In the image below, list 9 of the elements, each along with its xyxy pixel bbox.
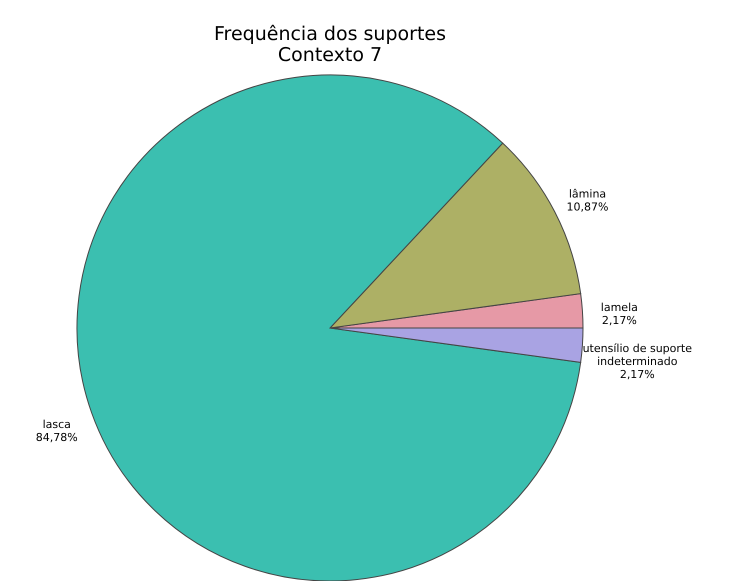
slice-label: lâmina	[568, 188, 606, 201]
data-label: 2,17%	[620, 368, 655, 381]
slice-label: utensílio de suporte indeterminado	[582, 342, 692, 368]
data-label: 10,87%	[566, 200, 608, 214]
slice-label: lamela	[600, 301, 638, 314]
data-label: 2,17%	[602, 314, 637, 328]
data-label: 84,78%	[36, 431, 78, 444]
chart-title: Frequência dos suportes Contexto 7	[214, 23, 446, 66]
slice-label: lasca	[42, 418, 71, 432]
